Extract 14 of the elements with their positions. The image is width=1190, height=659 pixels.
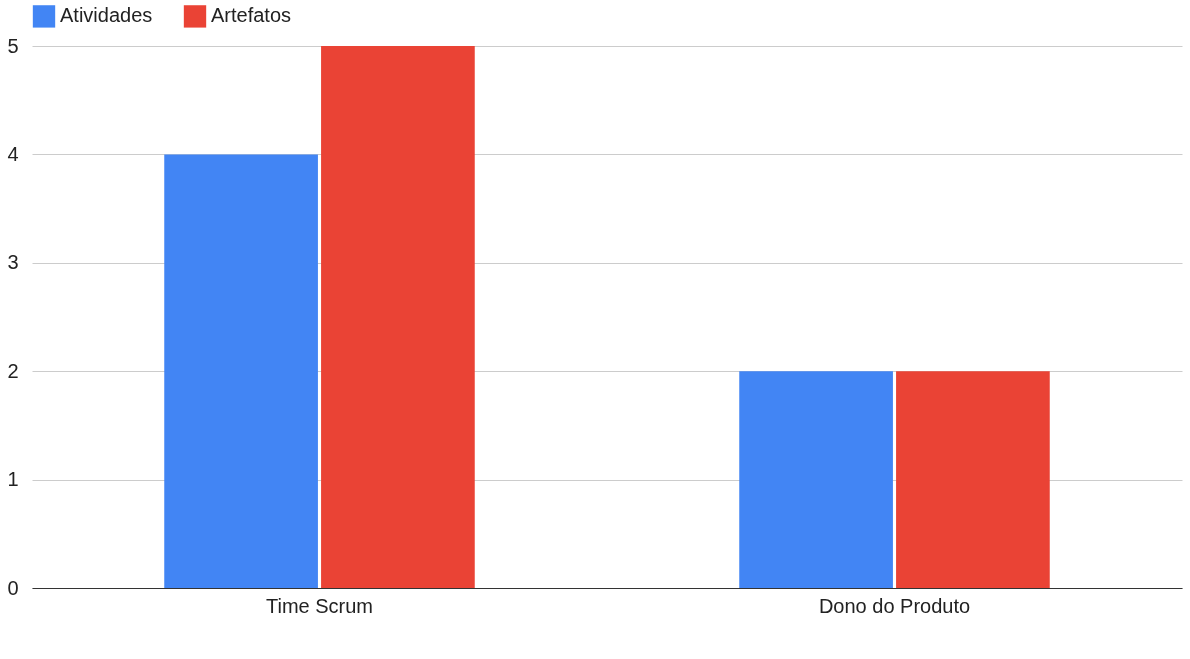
bar (739, 371, 893, 588)
y-tick-label: 0 (7, 576, 19, 599)
bar (896, 371, 1050, 588)
y-tick-label: 4 (7, 142, 19, 165)
bar (164, 154, 318, 588)
y-tick-label: 3 (7, 251, 19, 274)
legend-label: Artefatos (211, 4, 292, 27)
y-tick-label: 5 (7, 34, 19, 57)
x-tick-label: Time Scrum (265, 594, 374, 617)
legend-label: Atividades (60, 4, 153, 27)
bar (321, 46, 475, 588)
y-tick-label: 1 (7, 468, 19, 491)
x-tick-label: Dono do Produto (818, 594, 971, 617)
y-tick-label: 2 (7, 359, 19, 382)
